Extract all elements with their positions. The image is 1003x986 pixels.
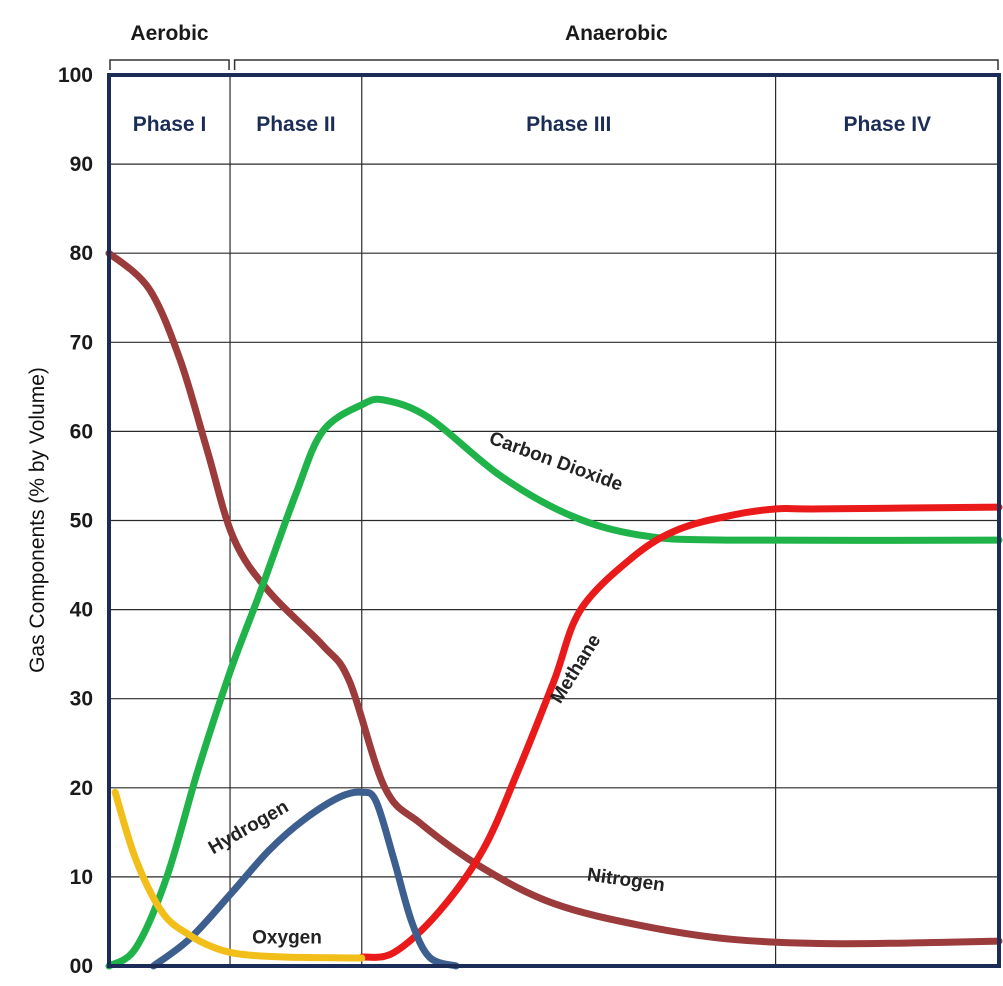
bracket-label-anaerobic: Anaerobic [565, 22, 668, 45]
y-axis-label: Gas Components (% by Volume) [26, 367, 49, 673]
hydrogen-line [150, 788, 460, 970]
nitrogen-line [105, 249, 1003, 948]
regime-brackets: Aerobic Anaerobic [109, 22, 999, 70]
y-tick-label: 70 [70, 331, 93, 354]
phase-label-phase-ii: Phase II [256, 113, 335, 136]
y-tick-label: 40 [70, 599, 93, 622]
y-tick-label: 00 [70, 955, 93, 978]
phase-label-phase-iv: Phase IV [844, 113, 932, 136]
y-tick-label: 100 [58, 64, 93, 87]
carbon-dioxide-line [105, 395, 1003, 970]
y-tick-label: 90 [70, 153, 93, 176]
y-tick-label: 80 [70, 242, 93, 265]
phase-label-phase-i: Phase I [133, 113, 207, 136]
oxygen-line [111, 788, 366, 962]
bracket-aerobic [109, 59, 230, 70]
plot-frame [107, 73, 1001, 968]
bracket-label-aerobic: Aerobic [130, 22, 209, 45]
y-tick-labels: 00 10 20 30 40 50 60 70 80 90 100 [58, 64, 93, 978]
grid-lines [109, 163, 999, 878]
series-label-oxygen: Oxygen [252, 928, 322, 949]
bracket-anaerobic [233, 59, 999, 70]
y-tick-label: 50 [70, 510, 93, 533]
phase-label-phase-iii: Phase III [526, 113, 611, 136]
y-tick-label: 30 [70, 688, 93, 711]
y-tick-label: 20 [70, 777, 93, 800]
y-tick-label: 60 [70, 420, 93, 443]
plot-border [107, 73, 1001, 968]
phase-labels: Phase I Phase II Phase III Phase IV [133, 113, 931, 136]
methane-line [358, 503, 1003, 961]
series-lines [105, 249, 1003, 970]
y-tick-label: 10 [70, 866, 93, 889]
